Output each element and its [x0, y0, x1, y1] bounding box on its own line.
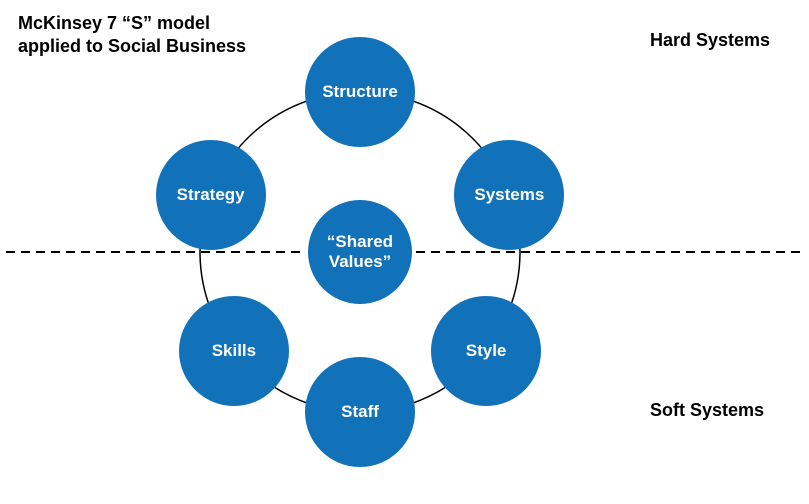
node-shared-values: “Shared Values” [308, 200, 412, 304]
node-label-shared-values: “Shared Values” [327, 232, 393, 271]
node-label-staff: Staff [341, 402, 379, 422]
node-label-skills: Skills [212, 341, 256, 361]
node-label-structure: Structure [322, 82, 398, 102]
node-style: Style [431, 296, 541, 406]
node-staff: Staff [305, 357, 415, 467]
node-label-style: Style [466, 341, 507, 361]
node-systems: Systems [454, 140, 564, 250]
node-label-strategy: Strategy [177, 185, 245, 205]
node-skills: Skills [179, 296, 289, 406]
node-structure: Structure [305, 37, 415, 147]
node-strategy: Strategy [156, 140, 266, 250]
node-label-systems: Systems [474, 185, 544, 205]
